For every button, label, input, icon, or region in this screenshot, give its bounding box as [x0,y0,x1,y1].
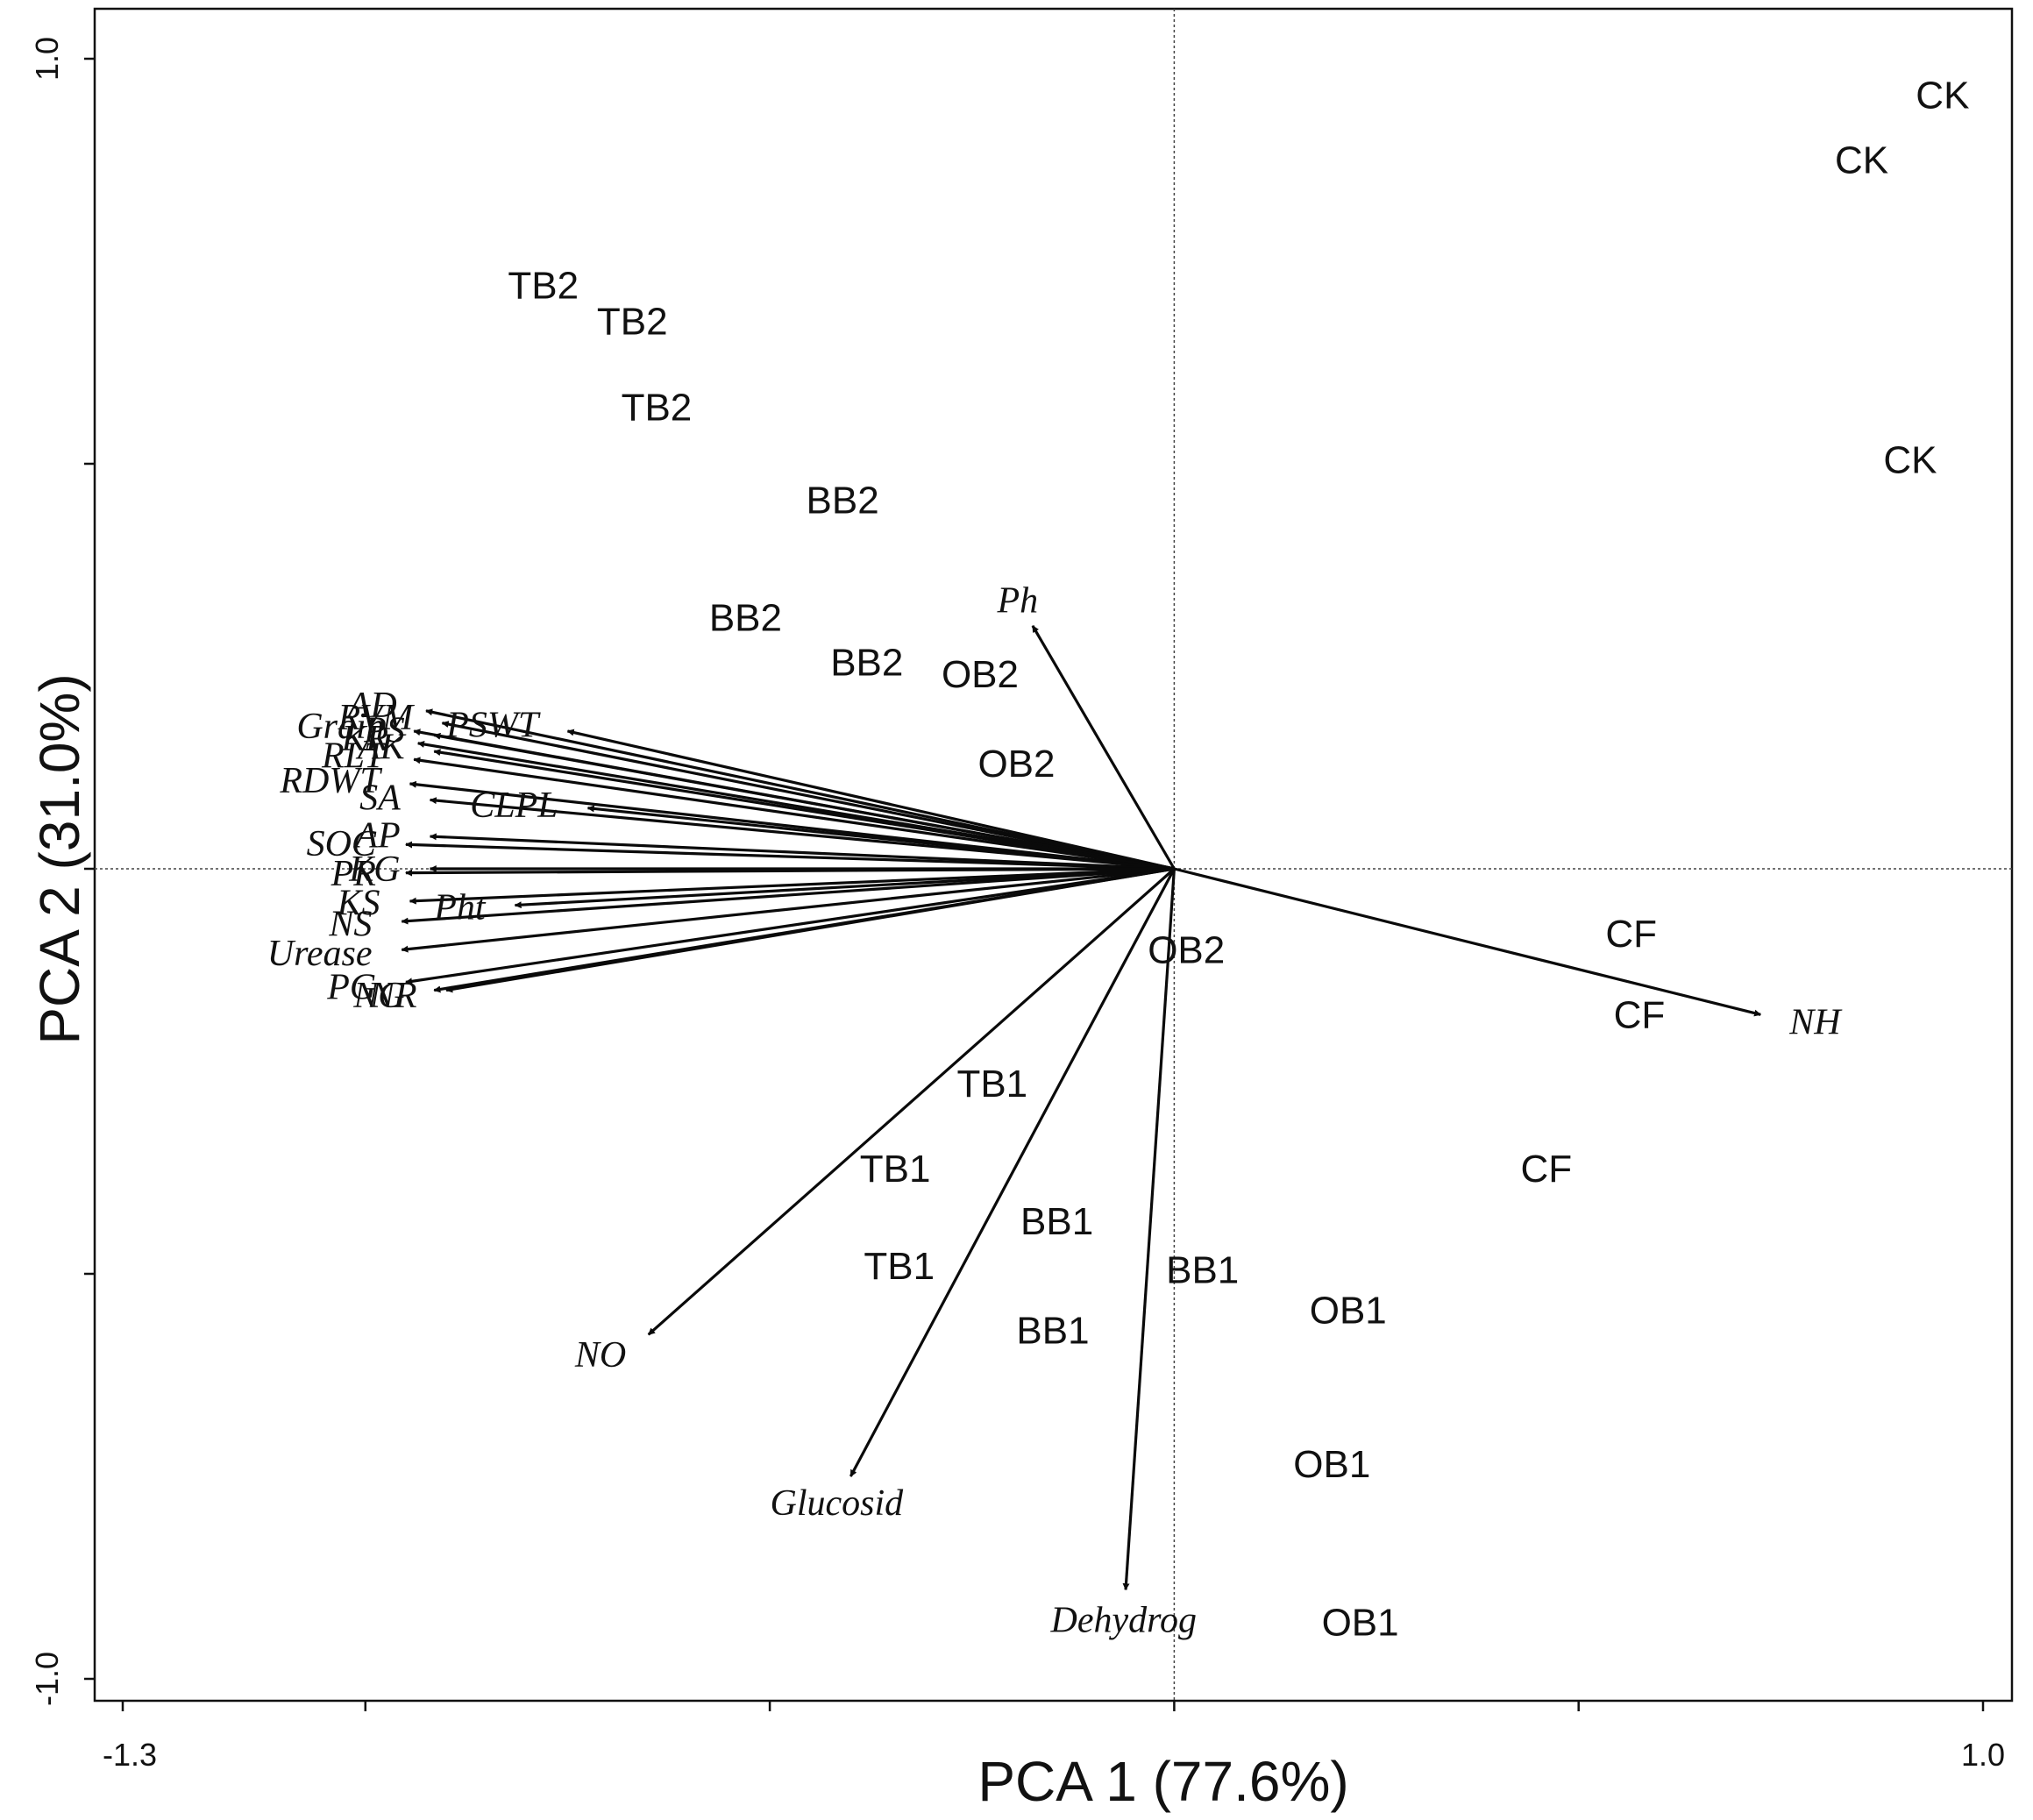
axis-ticks [84,57,1985,1711]
variable-label-nr: NR [369,976,417,1016]
variable-label-glucosid: Glucosid [771,1483,905,1524]
y-tick-label-max: 1.0 [29,37,65,81]
variable-label-ap: AP [352,816,400,857]
variable-label-ps: PS [363,710,405,750]
site-label-bb1: BB1 [1166,1248,1239,1291]
arrow-rvm [441,721,1175,871]
arrow-soc [405,841,1175,871]
arrow-pswt [566,729,1175,871]
variable-label-ng: NG [352,976,404,1016]
site-label-cf: CF [1520,1148,1572,1191]
arrow-urease [401,867,1175,953]
variable-label-dehydrog: Dehydrog [1050,1600,1197,1640]
site-label-tb2: TB2 [508,265,579,308]
arrow-nr [445,867,1175,993]
arrow-no [647,867,1176,1336]
site-label-ob1: OB1 [1322,1601,1399,1644]
site-label-ck: CK [1835,139,1888,182]
variable-label-ph: Ph [996,580,1038,621]
site-label-bb2: BB2 [807,480,879,523]
variable-label-nh: NH [1788,1003,1843,1043]
arrow-glucosid [849,868,1176,1477]
arrow-ad [425,708,1175,871]
variable-label-kg: KG [348,850,400,890]
variable-label-pr: PR [331,854,376,894]
site-label-cf: CF [1605,913,1657,956]
site-label-tb1: TB1 [864,1245,935,1288]
variable-label-sa: SA [359,778,401,818]
site-label-bb1: BB1 [1020,1200,1093,1243]
site-label-tb1: TB1 [860,1148,931,1191]
variable-label-no: NO [574,1335,626,1376]
variable-label-grain: Grain [296,707,384,747]
site-label-ob2: OB2 [1148,928,1225,971]
variable-label-ns: NS [328,904,372,944]
arrow-ak [433,749,1175,871]
arrow-ps [433,732,1175,871]
variable-label-clpl: CLPL [470,786,558,826]
site-label-cf: CF [1614,993,1666,1036]
arrow-ks [409,867,1175,905]
site-label-bb2: BB2 [830,641,903,684]
variable-label-pht: Pht [433,887,487,928]
x-tick-label-min: -1.3 [103,1737,157,1773]
variable-label-urease: Urease [267,934,373,974]
arrow-pg [405,867,1175,985]
variable-label-rdwt: RDWT [279,761,382,801]
arrow-pht [514,867,1175,909]
x-axis-title: PCA 1 (77.6%) [977,1750,1348,1813]
variable-arrows [401,624,1762,1591]
arrow-rlt [413,757,1175,871]
y-axis-title: PCA 2 (31.0%) [28,673,91,1044]
variable-label-soc: SOC [307,824,377,864]
variable-label-pg: PG [326,967,376,1007]
arrow-sa [429,797,1175,871]
plot-frame [93,7,2014,1703]
variable-label-ks: KS [337,883,380,923]
arrow-pr [405,867,1175,877]
site-label-ob2: OB2 [977,743,1055,786]
site-label-tb2: TB2 [597,300,668,343]
arrow-nh [1174,867,1762,1017]
arrow-ph [1031,624,1176,870]
y-tick-label-min: -1.0 [29,1652,65,1706]
site-label-ck: CK [1883,438,1937,481]
site-labels: CK CK CK TB2 TB2 TB2 BB2 BB2 BB2 OB2 OB2 OB2 CF CF CF T… [508,75,1969,1645]
arrow-ap [429,833,1175,871]
site-label-ob1: OB1 [1310,1290,1387,1333]
site-label-bb2: BB2 [709,597,782,640]
site-label-tb2: TB2 [622,386,693,429]
site-label-ck: CK [1916,75,1969,117]
site-label-ob1: OB1 [1293,1443,1370,1486]
variable-label-rlt: RLT [321,736,387,776]
variable-label-pswt: PSWT [445,705,541,745]
variable-label-rvm: RVM [338,698,416,738]
variable-label-kr: KR [341,719,389,759]
variable-label-ad: AD [345,686,397,726]
x-tick-label-max: 1.0 [1961,1737,2005,1773]
variable-label-ak: AK [355,728,407,768]
site-label-bb1: BB1 [1016,1310,1089,1353]
site-label-ob2: OB2 [942,653,1019,696]
arrow-dehydrog [1122,868,1176,1591]
arrow-ns [401,867,1175,925]
site-label-tb1: TB1 [956,1063,1027,1106]
